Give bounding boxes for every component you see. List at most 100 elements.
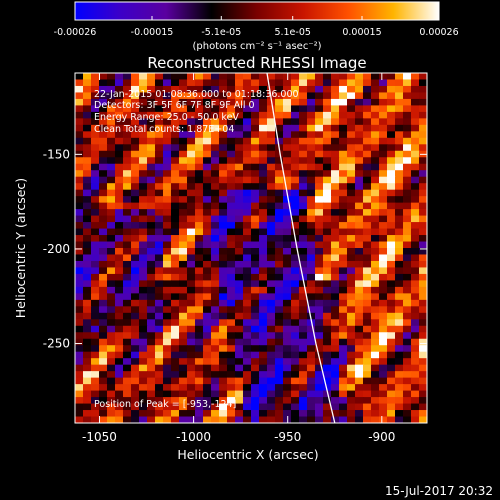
heatmap-cell: [115, 235, 124, 243]
heatmap-cell: [275, 163, 284, 171]
heatmap-cell: [139, 209, 148, 217]
heatmap-cell: [75, 73, 84, 81]
heatmap-cell: [227, 189, 236, 197]
heatmap-cell: [251, 254, 260, 262]
heatmap-cell: [227, 131, 236, 139]
heatmap-cell: [123, 73, 132, 81]
heatmap-cell: [259, 241, 268, 249]
heatmap-cell: [179, 183, 188, 191]
heatmap-cell: [355, 98, 364, 107]
heatmap-cell: [307, 79, 316, 87]
heatmap-cell: [107, 306, 116, 314]
heatmap-cell: [347, 416, 356, 423]
heatmap-cell: [347, 332, 356, 340]
heatmap-cell: [363, 397, 372, 405]
heatmap-cell: [275, 390, 284, 398]
heatmap-cell: [131, 293, 140, 301]
heatmap-cell: [163, 332, 172, 340]
heatmap-cell: [227, 286, 236, 294]
heatmap-cell: [411, 118, 420, 126]
heatmap-cell: [99, 397, 108, 405]
heatmap-cell: [155, 150, 164, 158]
heatmap-cell: [363, 170, 372, 178]
heatmap-cell: [411, 73, 420, 81]
heatmap-cell: [275, 215, 284, 223]
heatmap-cell: [171, 312, 180, 320]
heatmap-cell: [147, 228, 156, 236]
heatmap-cell: [299, 124, 308, 132]
heatmap-cell: [155, 410, 164, 418]
heatmap-cell: [275, 183, 284, 191]
heatmap-cell: [115, 248, 124, 256]
heatmap-cell: [75, 416, 84, 423]
heatmap-cell: [403, 157, 412, 165]
heatmap-cell: [179, 202, 188, 210]
heatmap-cell: [203, 202, 212, 210]
heatmap-cell: [107, 248, 116, 256]
heatmap-cell: [347, 170, 356, 178]
heatmap-cell: [171, 137, 180, 145]
heatmap-cell: [387, 137, 396, 145]
heatmap-cell: [251, 351, 260, 359]
heatmap-cell: [395, 286, 404, 294]
heatmap-cell: [187, 338, 196, 346]
heatmap-cell: [139, 345, 148, 353]
heatmap-cell: [363, 79, 372, 87]
heatmap-cell: [299, 79, 308, 87]
heatmap-cell: [291, 105, 300, 113]
heatmap-cell: [107, 319, 116, 327]
heatmap-cell: [291, 280, 300, 288]
heatmap-cell: [291, 241, 300, 249]
heatmap-cell: [187, 131, 196, 139]
heatmap-cell: [163, 286, 172, 294]
heatmap-cell: [147, 248, 156, 256]
heatmap-cell: [259, 215, 268, 223]
heatmap-cell: [91, 403, 100, 411]
heatmap-cell: [355, 332, 364, 340]
heatmap-cell: [219, 312, 228, 320]
heatmap-cell: [235, 377, 244, 385]
heatmap-cell: [107, 345, 116, 353]
heatmap-cell: [355, 73, 364, 81]
heatmap-cell: [403, 98, 412, 107]
clean-counts-text: Clean Total counts: 1.87E+04: [94, 124, 234, 135]
heatmap-cell: [179, 222, 188, 230]
heatmap-cell: [91, 293, 100, 301]
heatmap-cell: [91, 397, 100, 405]
heatmap-cell: [275, 209, 284, 217]
heatmap-cell: [323, 377, 332, 385]
heatmap-cell: [203, 332, 212, 340]
heatmap-cell: [131, 150, 140, 158]
heatmap-cell: [163, 345, 172, 353]
heatmap-cell: [107, 267, 116, 275]
heatmap-cell: [291, 215, 300, 223]
heatmap-cell: [411, 92, 420, 100]
heatmap-cell: [227, 137, 236, 145]
heatmap-cell: [291, 416, 300, 423]
heatmap-cell: [331, 286, 340, 294]
heatmap-cell: [83, 254, 92, 262]
heatmap-cell: [227, 351, 236, 359]
heatmap-cell: [299, 92, 308, 100]
heatmap-cell: [91, 325, 100, 333]
heatmap-cell: [411, 222, 420, 230]
heatmap-cell: [283, 215, 292, 223]
heatmap-cell: [411, 351, 420, 359]
heatmap-cell: [347, 163, 356, 171]
heatmap-cell: [307, 150, 316, 158]
heatmap-cell: [139, 170, 148, 178]
heatmap-cell: [323, 384, 332, 392]
heatmap-cell: [371, 293, 380, 301]
heatmap-cell: [115, 189, 124, 197]
heatmap-cell: [355, 124, 364, 132]
heatmap-cell: [363, 306, 372, 314]
heatmap-cell: [299, 371, 308, 379]
heatmap-cell: [387, 209, 396, 217]
heatmap-cell: [419, 189, 427, 197]
heatmap-cell: [267, 228, 276, 236]
heatmap-cell: [123, 131, 132, 139]
heatmap-cell: [83, 260, 92, 269]
heatmap-cell: [203, 73, 212, 81]
heatmap-cell: [347, 209, 356, 217]
heatmap-cell: [211, 137, 220, 145]
